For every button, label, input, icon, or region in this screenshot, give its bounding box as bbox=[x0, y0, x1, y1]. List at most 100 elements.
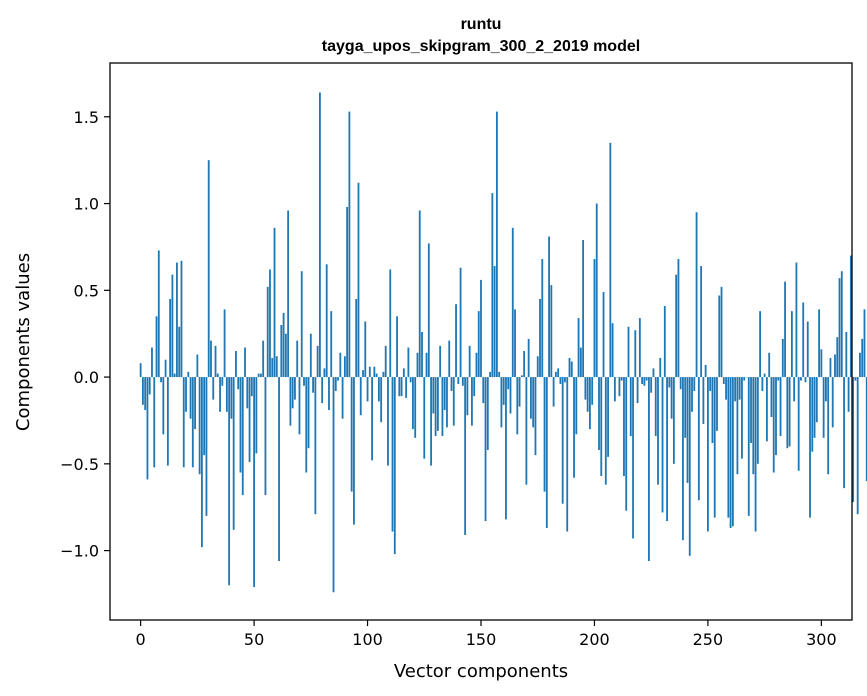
chart-title: runtu bbox=[461, 16, 502, 33]
bar bbox=[756, 377, 759, 464]
bar bbox=[834, 354, 836, 378]
bar bbox=[269, 269, 271, 378]
bar bbox=[636, 377, 639, 404]
bar bbox=[502, 377, 505, 405]
bar bbox=[225, 377, 228, 412]
bar bbox=[527, 338, 530, 378]
bar bbox=[228, 377, 231, 586]
bar bbox=[511, 227, 514, 378]
bar bbox=[355, 298, 358, 378]
bar bbox=[212, 377, 215, 400]
bar bbox=[282, 312, 285, 378]
bar bbox=[625, 377, 628, 511]
bar bbox=[412, 377, 414, 430]
bar bbox=[797, 377, 800, 471]
bar bbox=[766, 377, 768, 442]
bar bbox=[368, 366, 371, 378]
bar bbox=[359, 377, 362, 416]
bar bbox=[443, 377, 446, 411]
bar bbox=[151, 347, 153, 378]
bar bbox=[316, 345, 319, 378]
bar bbox=[586, 377, 589, 412]
bar bbox=[328, 377, 330, 411]
bar bbox=[230, 377, 233, 419]
bar bbox=[323, 368, 326, 378]
bar bbox=[278, 377, 280, 561]
bar bbox=[144, 377, 147, 411]
bar bbox=[825, 377, 827, 402]
bar bbox=[516, 377, 519, 435]
bar bbox=[480, 279, 482, 378]
bar bbox=[409, 377, 412, 383]
bar bbox=[750, 377, 752, 444]
bar bbox=[500, 377, 503, 428]
bar bbox=[246, 377, 249, 409]
bar bbox=[520, 375, 523, 378]
bar bbox=[330, 311, 333, 378]
bar bbox=[652, 368, 655, 378]
bar bbox=[607, 377, 609, 457]
bar bbox=[570, 361, 573, 378]
bar bbox=[809, 377, 811, 518]
bar bbox=[618, 377, 621, 397]
bar bbox=[759, 311, 762, 378]
bar bbox=[325, 264, 328, 378]
bar bbox=[452, 377, 455, 426]
bar bbox=[176, 262, 178, 378]
bar bbox=[670, 377, 673, 419]
bar bbox=[593, 259, 596, 378]
bar bbox=[806, 321, 809, 378]
bar bbox=[731, 377, 734, 527]
bar bbox=[348, 111, 351, 378]
bar bbox=[675, 274, 678, 378]
bar bbox=[530, 377, 532, 419]
bar bbox=[448, 340, 451, 378]
bar bbox=[139, 363, 142, 378]
bar bbox=[552, 377, 555, 407]
bar bbox=[466, 377, 469, 416]
bar bbox=[423, 377, 426, 459]
bar bbox=[207, 160, 210, 378]
x-tick-label: 150 bbox=[466, 630, 497, 649]
bar bbox=[638, 318, 641, 378]
bar bbox=[532, 377, 535, 428]
bar bbox=[366, 377, 369, 402]
bar bbox=[534, 377, 537, 456]
bar bbox=[584, 377, 587, 400]
bar bbox=[602, 292, 605, 378]
bar bbox=[595, 203, 598, 378]
bar bbox=[396, 316, 398, 378]
bar bbox=[641, 377, 644, 385]
bar bbox=[822, 377, 825, 438]
bar bbox=[364, 321, 367, 378]
bar bbox=[840, 271, 843, 378]
bar bbox=[362, 370, 364, 378]
bar bbox=[253, 377, 255, 588]
bar bbox=[718, 295, 721, 378]
bar bbox=[702, 377, 705, 424]
bar bbox=[141, 377, 144, 405]
bar bbox=[700, 266, 703, 378]
bar bbox=[784, 281, 786, 378]
bar bbox=[255, 377, 258, 454]
bar bbox=[398, 377, 401, 397]
x-tick-label: 300 bbox=[806, 630, 837, 649]
bar bbox=[845, 331, 848, 378]
bar bbox=[421, 331, 423, 378]
bar bbox=[214, 345, 217, 378]
bar bbox=[318, 92, 321, 378]
bar bbox=[257, 373, 260, 378]
bar bbox=[779, 377, 782, 437]
bar bbox=[743, 377, 746, 381]
bar bbox=[849, 255, 852, 378]
bar bbox=[559, 377, 562, 385]
bar bbox=[266, 286, 269, 378]
bar bbox=[262, 340, 265, 378]
bar bbox=[446, 377, 448, 428]
bar bbox=[341, 377, 344, 419]
x-axis-label: Vector components bbox=[394, 661, 568, 682]
bar bbox=[716, 377, 718, 431]
bar bbox=[836, 337, 839, 378]
bar bbox=[682, 377, 684, 541]
bar bbox=[312, 377, 314, 393]
